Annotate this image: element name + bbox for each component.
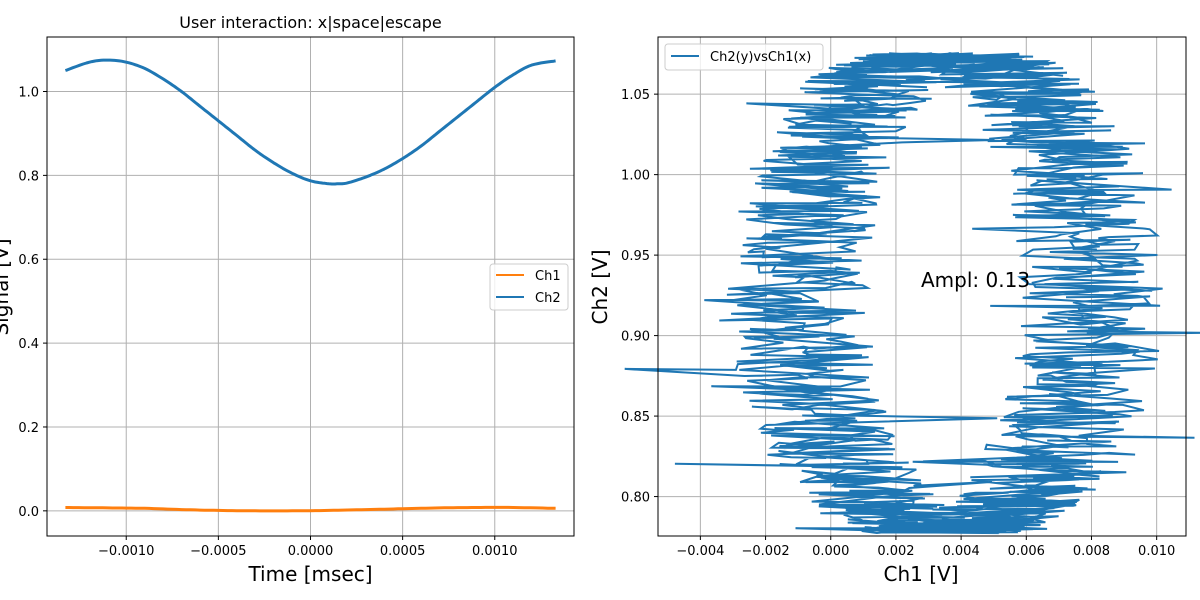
left-chart-title: User interaction: x|space|escape [179,13,442,32]
amplitude-annotation: Ampl: 0.13 [921,268,1030,292]
y-tick-label: 0.90 [621,330,650,345]
x-tick-label: −0.0010 [98,544,154,559]
right-axes-frame [657,36,1187,537]
x-tick-label: 0.010 [1138,544,1175,559]
y-tick-label: 0.6 [18,253,39,268]
right-y-axis-label: Ch2 [V] [588,249,612,324]
y-tick-label: 0.80 [621,491,650,506]
left-y-ticks: 0.0 0.2 0.4 0.6 0.8 1.0 [18,86,47,520]
y-tick-label: 0.4 [18,337,39,352]
right-x-axis-label: Ch1 [V] [883,562,958,586]
y-tick-label: 0.8 [18,169,39,184]
x-tick-label: 0.000 [812,544,849,559]
right-legend: Ch2(y)vsCh1(x) [664,43,824,71]
y-tick-label: 1.05 [621,88,650,103]
right-series-layer [624,52,1200,535]
legend-label-ch2: Ch2 [535,291,561,306]
x-tick-label: 0.0010 [472,544,518,559]
left-series-layer [64,58,556,513]
y-tick-label: 0.0 [18,505,39,520]
series-line-ch1 [65,505,556,513]
x-tick-label: −0.0005 [190,544,246,559]
y-tick-label: 0.85 [621,410,650,425]
x-tick-label: 0.004 [943,544,980,559]
y-tick-label: 0.2 [18,421,39,436]
left-y-axis-label: Signal [V] [0,238,13,335]
right-x-ticks: −0.004 −0.002 0.000 0.002 0.004 0.006 0.008 0.0… [676,536,1175,559]
x-tick-label: 0.0005 [380,544,426,559]
left-x-axis-label: Time [msec] [247,562,372,586]
right-y-ticks: 0.80 0.85 0.90 0.95 1.00 1.05 [621,88,658,506]
series-line-ch2 [64,58,556,186]
y-tick-label: 0.95 [621,249,650,264]
x-tick-label: −0.004 [676,544,724,559]
y-tick-label: 1.00 [621,169,650,184]
left-axes: −0.0010 −0.0005 0.0000 0.0005 0.0010 0.00.20… [0,13,575,586]
right-axes: −0.004 −0.002 0.000 0.002 0.004 0.006 0.008 0.0… [588,36,1200,586]
x-tick-label: −0.002 [742,544,790,559]
left-grid [47,37,574,536]
x-tick-label: 0.008 [1073,544,1110,559]
legend-label-ch1: Ch1 [535,269,561,284]
left-x-ticks: −0.0010 −0.0005 0.0000 0.0005 0.0010 [98,536,518,559]
x-tick-label: 0.002 [877,544,914,559]
left-legend: Ch1 Ch2 [489,263,569,311]
legend-label-ch2-vs-ch1: Ch2(y)vsCh1(x) [710,50,811,65]
x-tick-label: 0.0000 [288,544,334,559]
x-tick-label: 0.006 [1008,544,1045,559]
right-legend-box [664,43,824,71]
series-line-ch2-vs-ch1 [624,52,1200,535]
y-tick-label: 1.0 [18,86,39,101]
